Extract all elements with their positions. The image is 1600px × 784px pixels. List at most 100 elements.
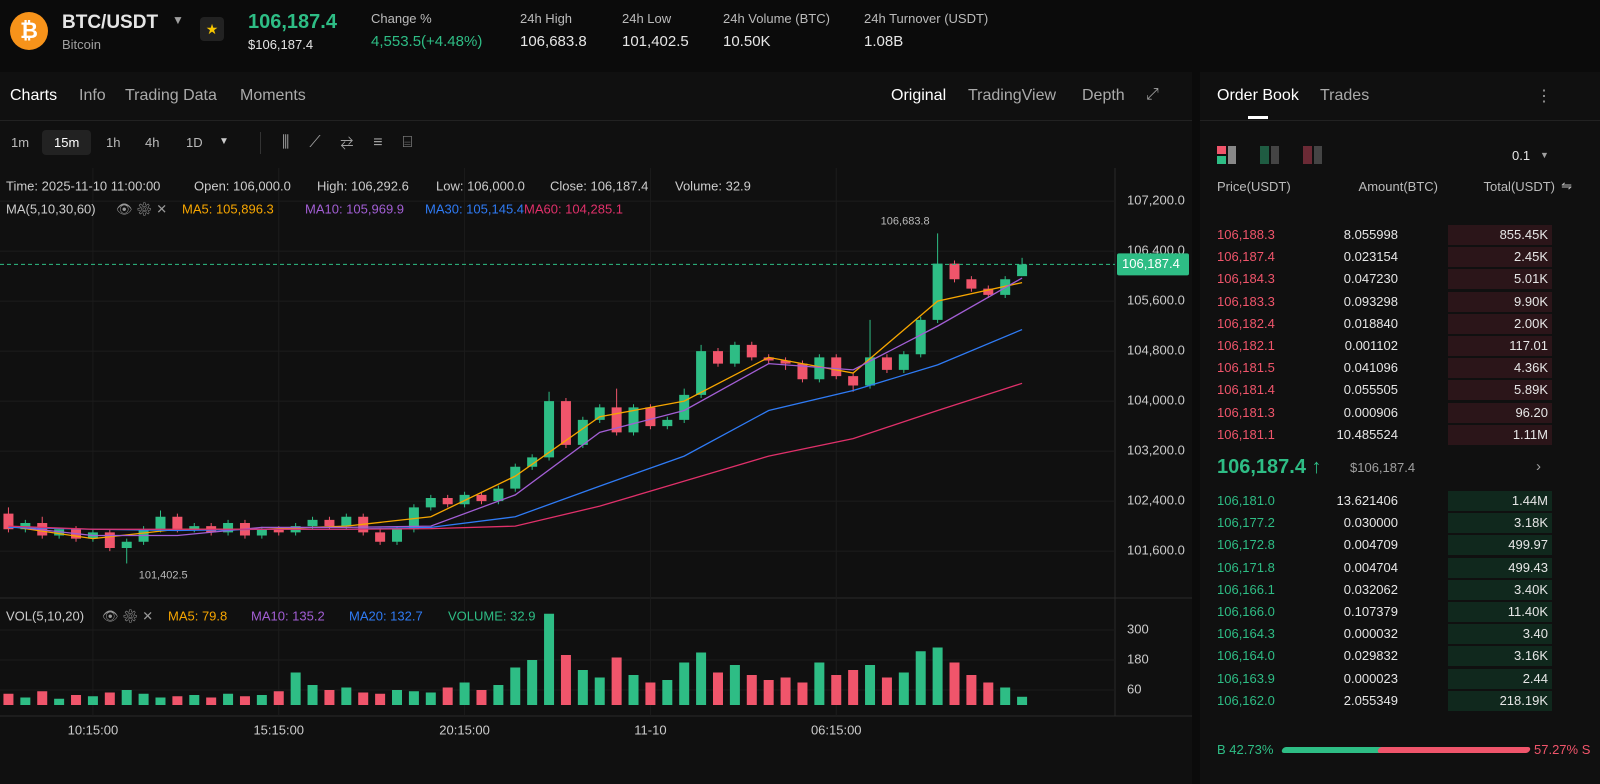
favorite[interactable]: ★ [200,17,224,41]
ob-row[interactable]: 106,181.3 0.000906 96.20 [1200,402,1560,423]
interval[interactable]: 1D [186,135,203,150]
amount: 8.055998 [1343,227,1398,242]
candle-body [442,498,453,505]
total: 11.40K [1507,604,1548,619]
volume-bar [679,662,690,705]
chart-tab[interactable]: Charts [10,87,58,104]
ob-row[interactable]: 106,184.3 0.047230 5.01K [1200,268,1560,290]
amount: 0.000023 [1343,670,1398,686]
ob-tab[interactable]: Order Book [1217,87,1299,104]
ob-row[interactable]: 106,188.3 8.055998 855.45K [1200,224,1560,245]
y-tick-label: 105,600.0 [1127,293,1185,308]
ob-column: Total(USDT) [1483,179,1555,194]
chart-tab[interactable]: Trading Data [125,87,217,104]
precision[interactable]: 0.1 [1512,148,1531,163]
ob-row[interactable]: 106,177.2 0.030000 3.18K [1200,512,1560,534]
ob-row[interactable]: 106,162.0 2.055349 218.19K [1200,690,1560,711]
ob-row[interactable]: 106,181.1 10.485524 1.11M [1200,424,1560,445]
view-tab[interactable]: Original [891,87,947,104]
candle-body [915,319,926,355]
total: 2.00K [1514,315,1548,331]
vol-legend-item: MA10: 135.2 [251,608,325,623]
candle-body [104,532,115,548]
ob-row[interactable]: 106,164.3 0.000032 3.40 [1200,623,1560,645]
amount: 0.004704 [1343,559,1398,575]
total: 2.45K [1514,249,1548,265]
sell-pct: 57.27% [1534,742,1579,757]
price: 106,181.3 [1217,404,1275,420]
volume-bar [797,682,808,705]
interval[interactable]: 1m [11,135,30,150]
candle-body [611,407,622,433]
ob-row[interactable]: 106,172.8 0.004709 499.97 [1200,534,1560,556]
chart-tab[interactable]: Moments [240,87,306,104]
volume-bar [459,682,470,705]
volume-bar [560,655,571,705]
pair[interactable]: BTC/USDT [62,12,159,33]
stat-value: 106,683.8 [520,33,587,50]
view-bids[interactable] [1260,146,1282,164]
interval[interactable]: 1h [106,135,121,150]
candle-body [459,494,470,505]
candle-body [679,394,690,420]
volume-bar [949,662,960,705]
header: ₿ BTC/USDT ▼ Bitcoin ★ 106,187.4 $106,18… [0,0,1600,68]
depth-bar [1448,225,1552,245]
volume-bar [628,675,639,705]
interval[interactable]: 4h [145,135,160,150]
volume-bar [239,696,250,705]
depth-bar [1448,336,1552,356]
candle-body [628,407,639,433]
view-tab[interactable]: Depth [1082,87,1125,104]
ob-row[interactable]: 106,166.1 0.032062 3.40K [1200,579,1560,600]
mid-arrow[interactable]: › [1536,458,1541,475]
pair-dropdown[interactable]: ▼ [172,13,184,27]
view-asks[interactable] [1303,146,1325,164]
ob-row[interactable]: 106,181.5 0.041096 4.36K [1200,357,1560,379]
menu[interactable]: ⋮ [1536,88,1552,105]
volume-bar [831,675,842,705]
view-tab[interactable]: TradingView [968,87,1057,104]
volume-bar [104,692,115,705]
volume-bar [375,693,386,705]
svg-text:₿: ₿ [20,18,38,43]
chart-tools[interactable]: ⫼⟋⇄≡⌸ [282,134,433,151]
ob-row[interactable]: 106,181.0 13.621406 1.44M [1200,490,1560,511]
candle-body [392,529,403,542]
volume-bar [865,665,876,705]
ob-row[interactable]: 106,164.0 0.029832 3.16K [1200,645,1560,667]
fullscreen[interactable]: ⤢ [1146,86,1159,103]
ob-row[interactable]: 106,163.9 0.000023 2.44 [1200,668,1560,689]
candle-body [544,401,555,458]
stat-label: 24h Low [622,11,672,26]
vol-legend-item: MA5: 79.8 [168,608,227,623]
ob-row[interactable]: 106,182.1 0.001102 117.01 [1200,335,1560,356]
ob-tab[interactable]: Trades [1320,87,1370,104]
view-both[interactable] [1217,146,1239,164]
chart-panel: Charts Info Trading Data Moments Original Tra… [0,72,1192,784]
interval[interactable]: 15m [42,130,92,155]
ob-row[interactable]: 106,166.0 0.107379 11.40K [1200,601,1560,622]
volume-bar [476,690,487,705]
ob-row[interactable]: 106,183.3 0.093298 9.90K [1200,291,1560,312]
chart-tab[interactable]: Info [79,87,106,104]
ob-row[interactable]: 106,182.4 0.018840 2.00K [1200,313,1560,334]
amount: 0.018840 [1343,315,1398,331]
column-toggle[interactable]: ⇋ [1561,178,1572,193]
ob-row[interactable]: 106,181.4 0.055505 5.89K [1200,379,1560,401]
amount: 0.029832 [1343,648,1398,664]
ob-row[interactable]: 106,171.8 0.004704 499.43 [1200,557,1560,578]
candle-body [1017,264,1028,277]
ob-row[interactable]: 106,187.4 0.023154 2.45K [1200,246,1560,268]
volume-bar [54,698,65,705]
depth-bar [1448,535,1552,556]
volume-bar [206,697,217,705]
stat-value: 1.08B [864,33,904,50]
depth-bar [1448,380,1552,401]
volume-bar [746,675,757,705]
stat-value: 101,402.5 [622,33,689,50]
volume-bar [594,677,605,705]
x-tick-label: 11-10 [634,722,666,737]
amount: 0.000032 [1343,626,1398,642]
interval-dropdown[interactable]: ▼ [219,136,229,147]
